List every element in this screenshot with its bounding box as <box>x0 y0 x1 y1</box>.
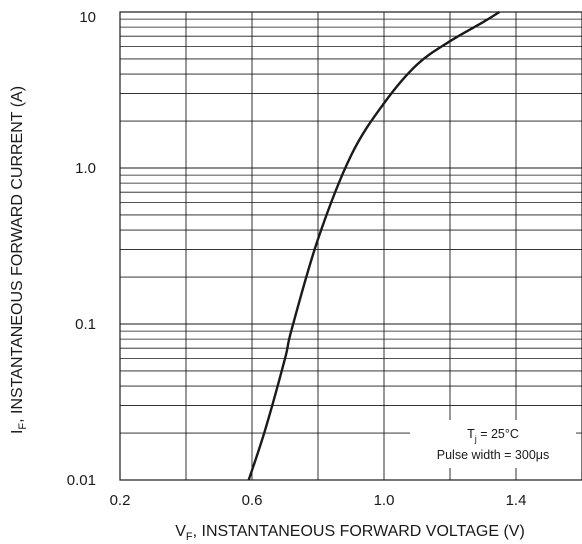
plot-frame <box>119 11 582 481</box>
grid <box>120 12 582 480</box>
y-tick-labels: 10 1.0 0.1 0.01 <box>67 9 96 489</box>
annotation-pulse-width: Pulse width = 300μs <box>437 448 549 462</box>
annotation-temperature: Tj = 25°C <box>467 427 519 444</box>
annotation-box <box>410 420 576 468</box>
y-tick-label: 0.1 <box>75 316 96 333</box>
x-tick-label: 1.4 <box>506 492 527 509</box>
y-tick-label: 0.01 <box>67 472 96 489</box>
x-tick-label: 0.6 <box>242 492 263 509</box>
x-tick-labels: 0.2 0.6 1.0 1.4 <box>110 492 527 509</box>
y-tick-label: 10 <box>79 9 96 26</box>
x-tick-label: 1.0 <box>374 492 395 509</box>
x-tick-label: 0.2 <box>110 492 131 509</box>
series-line-0 <box>247 10 501 481</box>
y-tick-label: 1.0 <box>75 160 96 177</box>
series-group <box>247 10 501 481</box>
x-axis-title: VF, INSTANTANEOUS FORWARD VOLTAGE (V) <box>175 523 525 543</box>
y-axis-title: IF, INSTANTANEOUS FORWARD CURRENT (A) <box>9 86 29 434</box>
